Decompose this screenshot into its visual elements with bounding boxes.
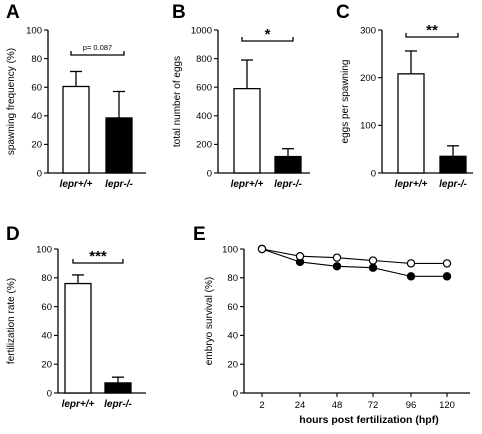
x-category-label: lepr-/- xyxy=(105,179,133,190)
significance-bracket xyxy=(405,33,459,38)
y-tick-label: 20 xyxy=(227,360,238,371)
bar-wildtype xyxy=(62,85,90,174)
y-axis-label: eggs per spawning xyxy=(340,60,351,144)
y-tick-label: 20 xyxy=(41,360,52,371)
y-tick-label: 100 xyxy=(222,244,238,255)
y-tick-label: 100 xyxy=(360,121,376,132)
x-category-label: lepr-/- xyxy=(274,179,302,190)
series-filled-point xyxy=(368,263,378,272)
x-category-label: lepr+/+ xyxy=(60,179,93,190)
panel-a-axes: 0 20 40 60 80 100 spawning frequency (%) Alepr+… xyxy=(6,2,146,190)
series-open-point xyxy=(332,253,342,262)
bar-mutant xyxy=(439,155,467,174)
panel-letter-c: C xyxy=(336,2,350,23)
bar-wildtype xyxy=(64,282,92,394)
y-tick-label: 300 xyxy=(360,25,376,36)
x-tick-label: 48 xyxy=(332,400,343,411)
x-tick-label: 120 xyxy=(439,400,455,411)
y-tick-label: 80 xyxy=(227,273,238,284)
y-axis-label: spawning frequency (%) xyxy=(6,48,17,155)
y-tick-label: 200 xyxy=(360,73,376,84)
y-tick-label: 0 xyxy=(37,168,42,179)
series-filled-point xyxy=(442,272,452,281)
x-category-label: lepr-/- xyxy=(104,399,132,410)
panel-letter-b: B xyxy=(172,2,186,23)
x-tick-label: 72 xyxy=(368,400,379,411)
significance-bracket xyxy=(241,37,294,42)
bar-mutant xyxy=(274,155,302,174)
y-tick-label: 60 xyxy=(41,302,52,313)
significance-bracket xyxy=(72,259,124,264)
panel-b-axes: 0 200 400 600 800 1000 total number of eggs Ble… xyxy=(172,2,310,190)
x-tick-label: 24 xyxy=(295,400,306,411)
y-tick-label: 80 xyxy=(41,273,52,284)
x-category-label: lepr+/+ xyxy=(231,179,264,190)
significance-stars: * xyxy=(265,26,271,43)
series-open-point xyxy=(442,259,452,268)
x-category-label: lepr+/+ xyxy=(395,179,428,190)
bar-mutant xyxy=(105,117,133,174)
y-tick-label: 100 xyxy=(36,244,52,255)
y-tick-label: 40 xyxy=(41,331,52,342)
significance-bracket xyxy=(70,51,125,56)
y-tick-label: 80 xyxy=(31,54,42,65)
y-axis-label: fertilization rate (%) xyxy=(6,278,17,364)
significance-stars: ** xyxy=(426,22,438,39)
y-tick-label: 100 xyxy=(26,25,42,36)
panel-e-axes: 0 20 40 60 80 100 embryo survival (%) E 2 24 48 72 9… xyxy=(193,224,470,426)
panel-letter-d: D xyxy=(6,224,20,245)
series-open-point xyxy=(406,259,416,268)
y-tick-label: 0 xyxy=(371,168,376,179)
x-category-label: lepr+/+ xyxy=(62,399,95,410)
y-tick-label: 0 xyxy=(233,388,238,399)
y-tick-label: 600 xyxy=(196,83,212,94)
y-tick-label: 60 xyxy=(227,302,238,313)
series-open-point xyxy=(368,256,378,265)
bar-mutant xyxy=(104,382,132,394)
y-tick-label: 1000 xyxy=(191,25,212,36)
panel-d-axes: 0 20 40 60 80 100 fertilization rate (%) Dlepr+… xyxy=(6,224,146,410)
x-axis-label: hours post fertilization (hpf) xyxy=(299,414,438,426)
series-open-point xyxy=(257,244,267,254)
x-category-label: lepr-/- xyxy=(439,179,467,190)
p-value-label: p= 0.087 xyxy=(83,43,112,52)
x-tick-label: 96 xyxy=(406,400,417,411)
y-tick-label: 60 xyxy=(31,83,42,94)
y-tick-label: 0 xyxy=(207,168,212,179)
series-filled-point xyxy=(406,272,416,281)
panel-letter-a: A xyxy=(6,2,20,23)
bar-wildtype xyxy=(397,73,425,174)
y-tick-label: 40 xyxy=(227,331,238,342)
series-filled-line xyxy=(261,248,447,277)
series-open-line xyxy=(261,248,447,264)
significance-stars: *** xyxy=(89,248,107,265)
y-tick-label: 40 xyxy=(31,111,42,122)
y-tick-label: 800 xyxy=(196,54,212,65)
series-open-point xyxy=(295,252,305,261)
y-tick-label: 20 xyxy=(31,140,42,151)
y-tick-label: 0 xyxy=(47,388,52,399)
y-tick-label: 400 xyxy=(196,111,212,122)
panel-letter-e: E xyxy=(193,224,206,245)
y-tick-label: 200 xyxy=(196,140,212,151)
y-axis-label: total number of eggs xyxy=(172,56,183,147)
x-tick-label: 2 xyxy=(259,400,264,411)
y-axis-label: embryo survival (%) xyxy=(204,277,215,365)
series-filled-point xyxy=(332,262,342,271)
bar-wildtype xyxy=(233,87,261,174)
